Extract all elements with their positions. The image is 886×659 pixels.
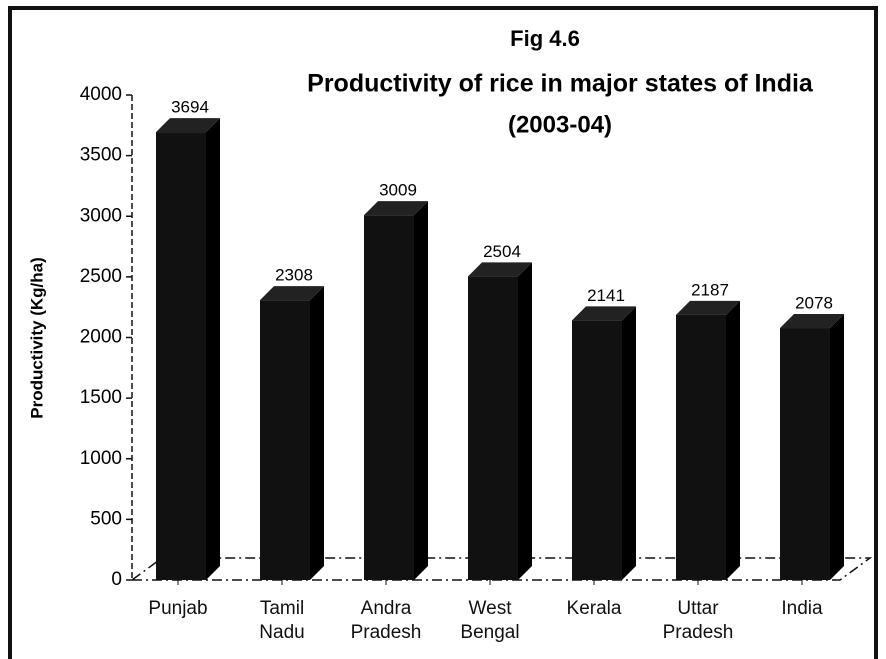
bar [260,300,310,580]
x-tick-label: Tamil Nadu [259,598,305,643]
bar-top [364,201,428,216]
value-label: 2504 [483,242,521,261]
x-tick-label: Andra Pradesh [350,598,422,643]
y-tick-label: 2500 [80,266,122,287]
x-tick-label: Punjab [148,598,208,619]
bar [676,314,726,580]
y-tick-label: 2000 [80,327,122,348]
bar-side [726,300,740,580]
value-label: 2187 [691,280,729,299]
bar-top [780,314,844,329]
bar-side [414,201,428,580]
bar [364,215,414,580]
y-tick-label: 3000 [80,205,122,226]
bar [572,320,622,580]
chart-title: Productivity of rice in major states of … [307,70,814,98]
x-tick-label: West Bengal [460,598,520,643]
y-axis-label: Productivity (Kg/ha) [27,257,46,419]
value-label: 2141 [587,286,625,305]
y-tick-label: 4000 [80,84,122,105]
y-tick-label: 3500 [80,145,122,166]
bar-side [830,314,844,580]
y-tick-label: 500 [90,508,122,529]
value-label: 3694 [171,98,209,117]
y-tick-label: 0 [111,569,122,590]
bar-top [156,118,220,133]
x-tick-label: Uttar Pradesh [662,598,734,643]
y-tick-label: 1000 [80,448,122,469]
frame [8,6,878,659]
value-label: 2308 [275,266,313,285]
bar-side [518,262,532,580]
x-tick-label: Kerala [566,598,622,619]
bar-top [468,262,532,277]
bar [780,328,830,580]
bar-side [310,286,324,580]
y-tick-label: 1500 [80,387,122,408]
floor [131,557,873,581]
chart-subtitle: (2003-04) [508,111,612,138]
bar-top [676,300,740,315]
value-label: 2078 [795,294,833,313]
bar-top [260,286,324,301]
figure-label: Fig 4.6 [510,26,580,51]
bar [468,276,518,580]
bar-side [622,306,636,580]
value-label: 3009 [379,181,417,200]
x-tick-label: India [781,598,823,619]
bar-side [206,118,220,580]
bar-top [572,306,636,321]
bar [156,132,206,581]
